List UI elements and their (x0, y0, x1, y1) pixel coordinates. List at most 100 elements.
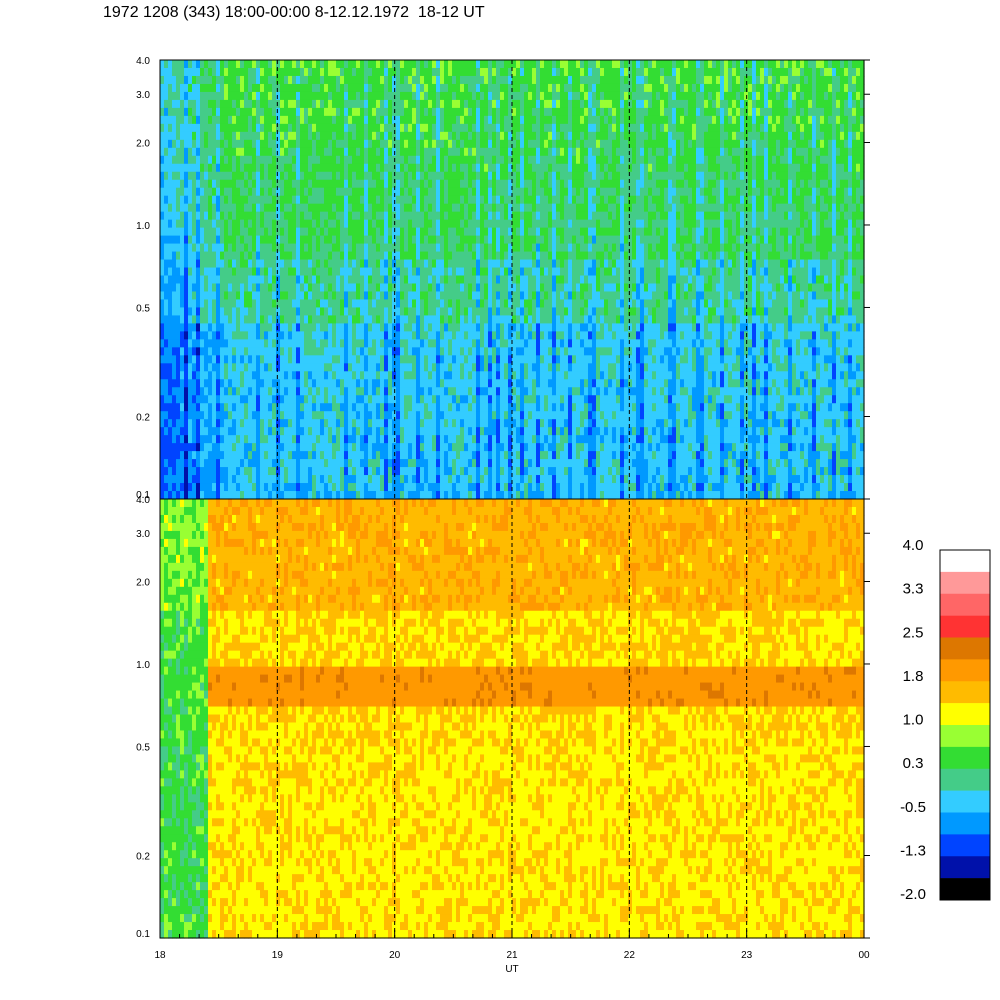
upper-cell (380, 99, 385, 109)
upper-cell (504, 371, 509, 380)
upper-cell (284, 427, 289, 436)
upper-cell (200, 195, 205, 205)
upper-cell (356, 299, 361, 309)
upper-cell (316, 411, 321, 420)
upper-cell (444, 467, 449, 476)
upper-cell (164, 491, 169, 500)
upper-cell (364, 371, 369, 380)
upper-cell (504, 363, 509, 372)
upper-cell (316, 187, 321, 197)
upper-cell (364, 163, 369, 173)
upper-cell (184, 307, 189, 317)
upper-cell (384, 107, 389, 117)
upper-cell (236, 459, 241, 468)
upper-cell (416, 347, 421, 356)
upper-cell (456, 243, 461, 253)
upper-cell (416, 451, 421, 460)
upper-cell (164, 203, 169, 213)
upper-cell (456, 339, 461, 348)
upper-cell (160, 419, 165, 428)
upper-cell (436, 195, 441, 205)
upper-cell (268, 243, 273, 253)
upper-cell (372, 467, 377, 476)
upper-cell (196, 267, 201, 277)
upper-cell (456, 363, 461, 372)
upper-cell (448, 307, 453, 317)
upper-cell (268, 171, 273, 181)
upper-cell (496, 443, 501, 452)
upper-cell (396, 283, 401, 293)
upper-cell (312, 443, 317, 452)
upper-cell (244, 75, 249, 85)
upper-cell (164, 211, 169, 221)
upper-cell (308, 299, 313, 309)
upper-cell (328, 267, 333, 277)
upper-cell (232, 235, 237, 245)
upper-cell (512, 251, 517, 261)
upper-cell (256, 403, 261, 412)
upper-cell (456, 179, 461, 189)
upper-cell (500, 411, 505, 420)
upper-cell (352, 387, 357, 396)
upper-cell (168, 115, 173, 125)
upper-cell (436, 251, 441, 261)
upper-cell (308, 459, 313, 468)
upper-cell (200, 387, 205, 396)
upper-cell (372, 419, 377, 428)
upper-cell (228, 171, 233, 181)
upper-cell (404, 67, 409, 77)
upper-cell (336, 179, 341, 189)
upper-cell (304, 83, 309, 93)
upper-cell (484, 307, 489, 317)
upper-cell (480, 411, 485, 420)
upper-cell (280, 115, 285, 125)
upper-cell (500, 451, 505, 460)
upper-cell (316, 339, 321, 348)
upper-cell (260, 435, 265, 444)
upper-cell (224, 403, 229, 412)
upper-cell (220, 83, 225, 93)
upper-cell (372, 235, 377, 245)
upper-cell (468, 347, 473, 356)
upper-cell (320, 451, 325, 460)
upper-cell (220, 323, 225, 332)
upper-cell (424, 259, 429, 269)
upper-cell (492, 163, 497, 173)
upper-cell (396, 235, 401, 245)
upper-cell (436, 491, 441, 500)
upper-cell (216, 139, 221, 149)
upper-cell (344, 123, 349, 133)
upper-cell (424, 331, 429, 340)
upper-cell (236, 403, 241, 412)
upper-cell (460, 139, 465, 149)
upper-cell (296, 115, 301, 125)
upper-cell (508, 347, 513, 356)
upper-cell (504, 251, 509, 261)
upper-cell (436, 283, 441, 293)
upper-cell (432, 99, 437, 109)
upper-cell (264, 355, 269, 364)
upper-cell (444, 131, 449, 141)
upper-cell (396, 451, 401, 460)
upper-cell (440, 267, 445, 277)
upper-cell (396, 323, 401, 332)
upper-cell (268, 435, 273, 444)
upper-cell (360, 363, 365, 372)
upper-cell (492, 99, 497, 109)
upper-cell (476, 395, 481, 404)
upper-cell (220, 403, 225, 412)
upper-cell (336, 283, 341, 293)
upper-cell (464, 427, 469, 436)
upper-cell (464, 443, 469, 452)
upper-cell (212, 491, 217, 500)
upper-cell (308, 411, 313, 420)
upper-cell (332, 91, 337, 101)
upper-cell (360, 195, 365, 205)
upper-cell (500, 355, 505, 364)
upper-cell (484, 163, 489, 173)
upper-cell (376, 459, 381, 468)
upper-cell (416, 443, 421, 452)
upper-cell (276, 403, 281, 412)
upper-cell (296, 219, 301, 229)
upper-cell (520, 411, 525, 420)
